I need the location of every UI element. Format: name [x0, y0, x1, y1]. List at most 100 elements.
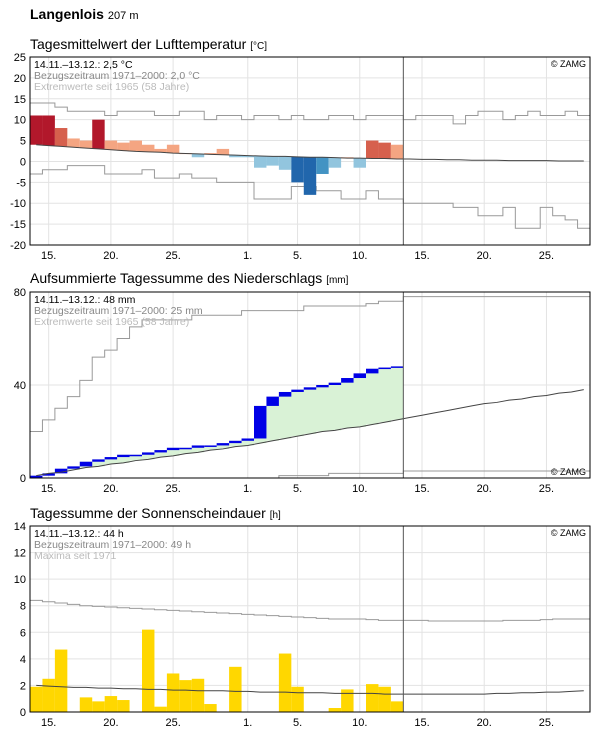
y-tick-label: -10	[10, 198, 26, 210]
sunshine-bar	[328, 708, 342, 712]
precip-daily-bar	[366, 368, 379, 374]
x-tick-label: 1.	[243, 717, 252, 729]
y-tick-label: 80	[14, 287, 26, 299]
precip-daily-bar	[129, 454, 142, 457]
precipitation-title: Aufsummierte Tagessumme des Niederschlag…	[30, 270, 348, 286]
plot-frame	[29, 56, 591, 246]
y-tick-label: 2	[20, 680, 26, 692]
info-line-1: 14.11.–13.12.: 48 mm	[34, 294, 136, 306]
info-line-2: Bezugszeitraum 1971–2000: 49 h	[34, 539, 191, 551]
plot-frame	[29, 291, 591, 479]
precip-daily-bar	[42, 473, 55, 476]
temp-anomaly-bar	[278, 156, 292, 170]
precip-daily-bar	[142, 452, 155, 455]
precipitation-title-text: Aufsummierte Tagessumme des Niederschlag…	[30, 270, 323, 286]
x-tick-label: 15.	[41, 483, 56, 495]
temp-anomaly-bar	[254, 156, 267, 168]
extreme-max-line	[30, 102, 590, 125]
x-tick-label: 15.	[414, 483, 429, 495]
temp-anomaly-bar	[316, 157, 329, 174]
x-tick-label: 20.	[477, 250, 492, 262]
precip-daily-bar	[67, 466, 80, 469]
sunshine-bar	[179, 680, 192, 712]
x-tick-label: 10.	[352, 483, 367, 495]
precip-daily-bar	[54, 468, 68, 474]
temp-anomaly-bar	[79, 140, 93, 149]
temp-anomaly-bar	[42, 115, 55, 146]
sunshine-title-text: Tagessumme der Sonnenscheindauer	[30, 505, 266, 521]
precip-daily-bar	[266, 396, 279, 406]
precip-daily-bar	[229, 440, 242, 444]
precip-daily-bar	[117, 454, 130, 458]
y-tick-label: 4	[20, 654, 26, 666]
temp-anomaly-bar	[366, 140, 379, 159]
x-tick-label: 10.	[352, 250, 367, 262]
normal-line	[36, 144, 584, 162]
x-tick-label: 20.	[477, 483, 492, 495]
y-tick-label: -20	[10, 240, 26, 252]
temp-anomaly-bar	[241, 155, 254, 158]
temp-anomaly-bar	[378, 142, 391, 159]
precip-daily-bar	[154, 450, 167, 453]
temperature-title-text: Tagesmittelwert der Lufttemperatur	[30, 36, 247, 52]
sunshine-bar	[366, 684, 379, 712]
plot-frame	[29, 525, 591, 713]
temp-anomaly-bar	[142, 144, 155, 152]
x-tick-label: 25.	[539, 250, 554, 262]
precip-daily-bar	[166, 447, 180, 451]
temp-anomaly-bar	[92, 119, 105, 149]
precip-daily-bar	[303, 387, 317, 390]
sunshine-bar	[229, 666, 242, 712]
sunshine-bar	[92, 701, 105, 712]
y-tick-label: 5	[20, 136, 26, 148]
temp-anomaly-bar	[328, 157, 342, 168]
panel-temperature: 15. 20. 25. 1. 5. 10. 15. 20. 25. -20 -15 -10 -5 0 5 10…	[10, 52, 591, 262]
precip-daily-bar	[328, 382, 342, 385]
temp-anomaly-bar	[303, 157, 317, 195]
temp-anomaly-bar	[30, 115, 43, 145]
sunshine-bar	[142, 629, 155, 712]
sunshine-bar	[42, 678, 55, 712]
info-line-1: 14.11.–13.12.: 44 h	[34, 528, 124, 540]
temp-anomaly-bar	[390, 144, 404, 159]
precip-daily-bar	[104, 457, 118, 460]
copyright-label: © ZAMG	[551, 59, 586, 69]
x-tick-label: 20.	[103, 250, 118, 262]
temp-anomaly-bar	[291, 156, 304, 183]
sunshine-bar	[291, 686, 304, 712]
station-elevation: 207 m	[107, 10, 139, 22]
x-tick-label: 25.	[539, 717, 554, 729]
info-line-3: Maxima seit 1971	[34, 550, 116, 562]
sunshine-bar	[54, 649, 68, 712]
y-tick-label: 20	[14, 73, 26, 85]
temp-anomaly-bar	[104, 140, 118, 150]
x-tick-label: 25.	[165, 717, 180, 729]
precip-excess-area	[30, 366, 404, 476]
sunshine-bar	[278, 653, 292, 712]
y-tick-label: 0	[20, 707, 26, 719]
precip-daily-bar	[390, 366, 404, 368]
sunshine-bar	[154, 706, 167, 712]
x-tick-label: 15.	[41, 250, 56, 262]
x-tick-label: 20.	[103, 483, 118, 495]
info-line-1: 14.11.–13.12.: 2,5 °C	[34, 59, 133, 71]
copyright-label: © ZAMG	[551, 467, 586, 477]
info-line-2: Bezugszeitraum 1971–2000: 25 mm	[34, 305, 203, 317]
y-tick-label: 6	[20, 627, 26, 639]
precip-daily-bar	[216, 443, 230, 446]
sunshine-bar	[378, 686, 391, 712]
temp-anomaly-bar	[229, 155, 242, 158]
x-tick-label: 15.	[414, 717, 429, 729]
y-tick-label: 14	[14, 521, 26, 533]
sunshine-bar	[79, 697, 93, 712]
x-tick-label: 20.	[103, 717, 118, 729]
x-tick-label: 25.	[165, 250, 180, 262]
temp-anomaly-bar	[117, 142, 130, 151]
precip-daily-bar	[291, 389, 304, 392]
temp-anomaly-bar	[353, 158, 366, 168]
copyright-label: © ZAMG	[551, 528, 586, 538]
sunshine-bar	[30, 686, 43, 712]
normal-line	[36, 389, 584, 477]
temp-anomaly-bar	[129, 140, 142, 152]
